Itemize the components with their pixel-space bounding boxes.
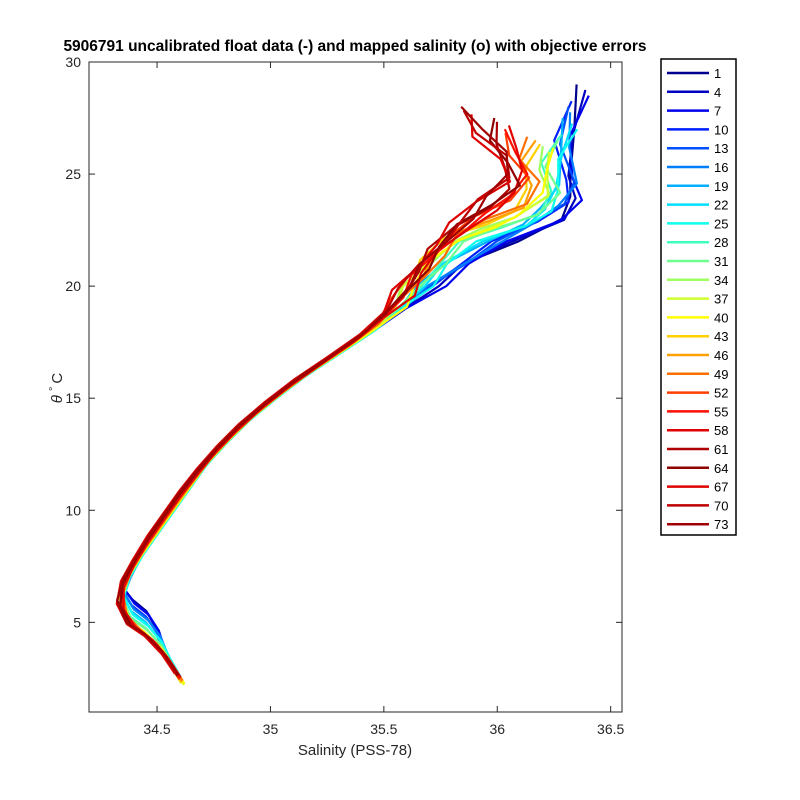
x-tick-label: 35.5 [370, 721, 397, 737]
legend-label: 7 [714, 104, 721, 119]
legend-label: 40 [714, 310, 728, 325]
legend-label: 49 [714, 367, 728, 382]
series-layer [115, 84, 590, 686]
legend-label: 64 [714, 461, 728, 476]
legend-label: 52 [714, 386, 728, 401]
legend-label: 31 [714, 254, 728, 269]
series-line-73 [116, 106, 509, 673]
legend-label: 16 [714, 160, 728, 175]
x-tick-label: 36.5 [597, 721, 624, 737]
legend-label: 43 [714, 329, 728, 344]
legend-label: 1 [714, 66, 721, 81]
x-tick-label: 34.5 [143, 721, 170, 737]
y-tick-label: 30 [65, 54, 81, 70]
legend-label: 58 [714, 423, 728, 438]
x-tick-label: 35 [263, 721, 279, 737]
y-tick-label: 25 [65, 166, 81, 182]
legend-label: 22 [714, 198, 728, 213]
y-tick-label: 15 [65, 390, 81, 406]
legend-label: 46 [714, 348, 728, 363]
x-axis-label: Salinity (PSS-78) [298, 742, 412, 759]
x-tick-label: 36 [489, 721, 505, 737]
y-axis-label-unit: C [49, 373, 66, 384]
y-axis-label: θ ° C [48, 373, 66, 404]
legend-label: 67 [714, 480, 728, 495]
legend-label: 25 [714, 216, 728, 231]
legend-label: 19 [714, 179, 728, 194]
legend-label: 28 [714, 235, 728, 250]
x-axis: 34.5 35 35.5 36 36.5 [143, 62, 624, 737]
y-tick-label: 5 [73, 614, 81, 630]
legend-label: 61 [714, 442, 728, 457]
legend-label: 37 [714, 292, 728, 307]
y-axis-label-degree: ° [48, 387, 60, 391]
legend: 1 4 7 10 13 16 19 22 25 28 31 34 37 40 43 46 49 52 55 58 61 6… [660, 58, 737, 536]
y-tick-label: 10 [65, 502, 81, 518]
y-tick-label: 20 [65, 278, 81, 294]
plot-area [89, 62, 622, 712]
legend-label: 34 [714, 273, 728, 288]
y-axis: 5 10 15 20 25 30 [65, 54, 622, 630]
legend-label: 73 [714, 517, 728, 532]
legend-label: 55 [714, 404, 728, 419]
plot-frame [88, 61, 623, 713]
legend-label: 10 [714, 122, 728, 137]
chart-title: 5906791 uncalibrated float data (-) and … [63, 38, 646, 55]
legend-box [660, 58, 737, 536]
y-axis-label-symbol: θ [49, 395, 66, 403]
legend-label: 13 [714, 141, 728, 156]
legend-label: 70 [714, 498, 728, 513]
legend-label: 4 [714, 85, 721, 100]
